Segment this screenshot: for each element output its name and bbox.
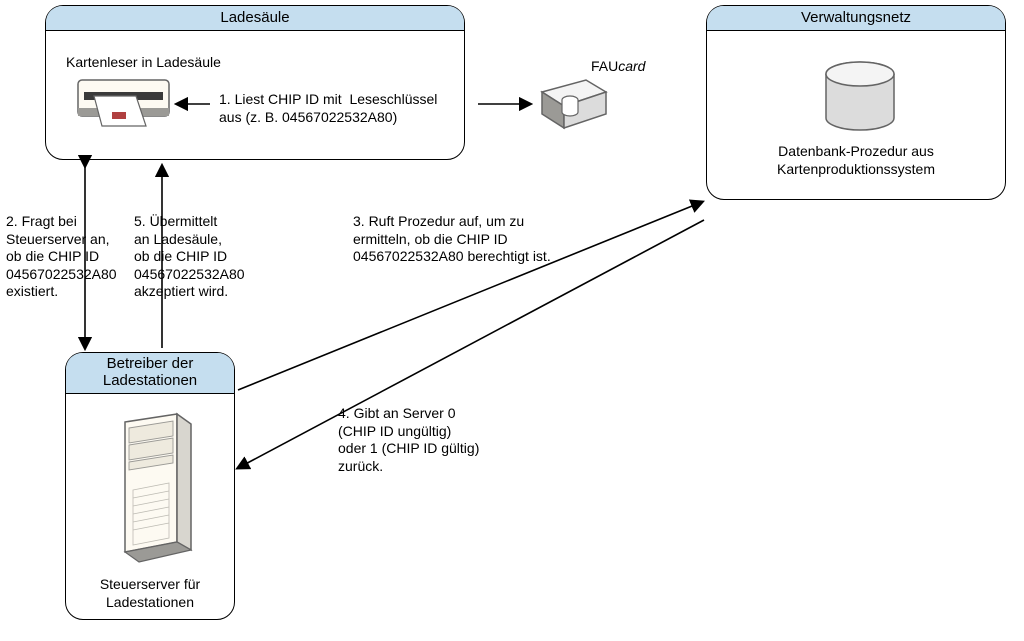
faucard-label: FAUcard	[591, 58, 645, 76]
step3-label: 3. Ruft Prozedur auf, um zu ermitteln, o…	[353, 213, 551, 266]
step4-label: 4. Gibt an Server 0 (CHIP ID ungültig) o…	[338, 405, 479, 475]
step2-label: 2. Fragt bei Steuerserver an, ob die CHI…	[6, 213, 117, 301]
box-ladesaeule-title: Ladesäule	[220, 9, 289, 26]
box-verwaltungsnetz-header: Verwaltungsnetz	[707, 6, 1005, 31]
step5-label: 5. Übermittelt an Ladesäule, ob die CHIP…	[134, 213, 245, 301]
step1-label: 1. Liest CHIP ID mit Leseschlüssel aus (…	[219, 91, 437, 126]
server-icon	[105, 410, 197, 570]
server-label: Steuerserver für Ladestationen	[65, 576, 235, 611]
cardreader-label: Kartenleser in Ladesäule	[66, 54, 221, 72]
database-icon	[820, 60, 900, 135]
cardreader-icon	[76, 78, 171, 133]
faucard-icon	[534, 78, 614, 138]
box-verwaltungsnetz-title: Verwaltungsnetz	[801, 9, 911, 26]
box-betreiber-title: Betreiber der Ladestationen	[103, 355, 197, 389]
box-ladesaeule-header: Ladesäule	[46, 6, 464, 31]
box-betreiber-header: Betreiber der Ladestationen	[66, 353, 234, 394]
database-label: Datenbank-Prozedur aus Kartenproduktions…	[740, 143, 972, 178]
